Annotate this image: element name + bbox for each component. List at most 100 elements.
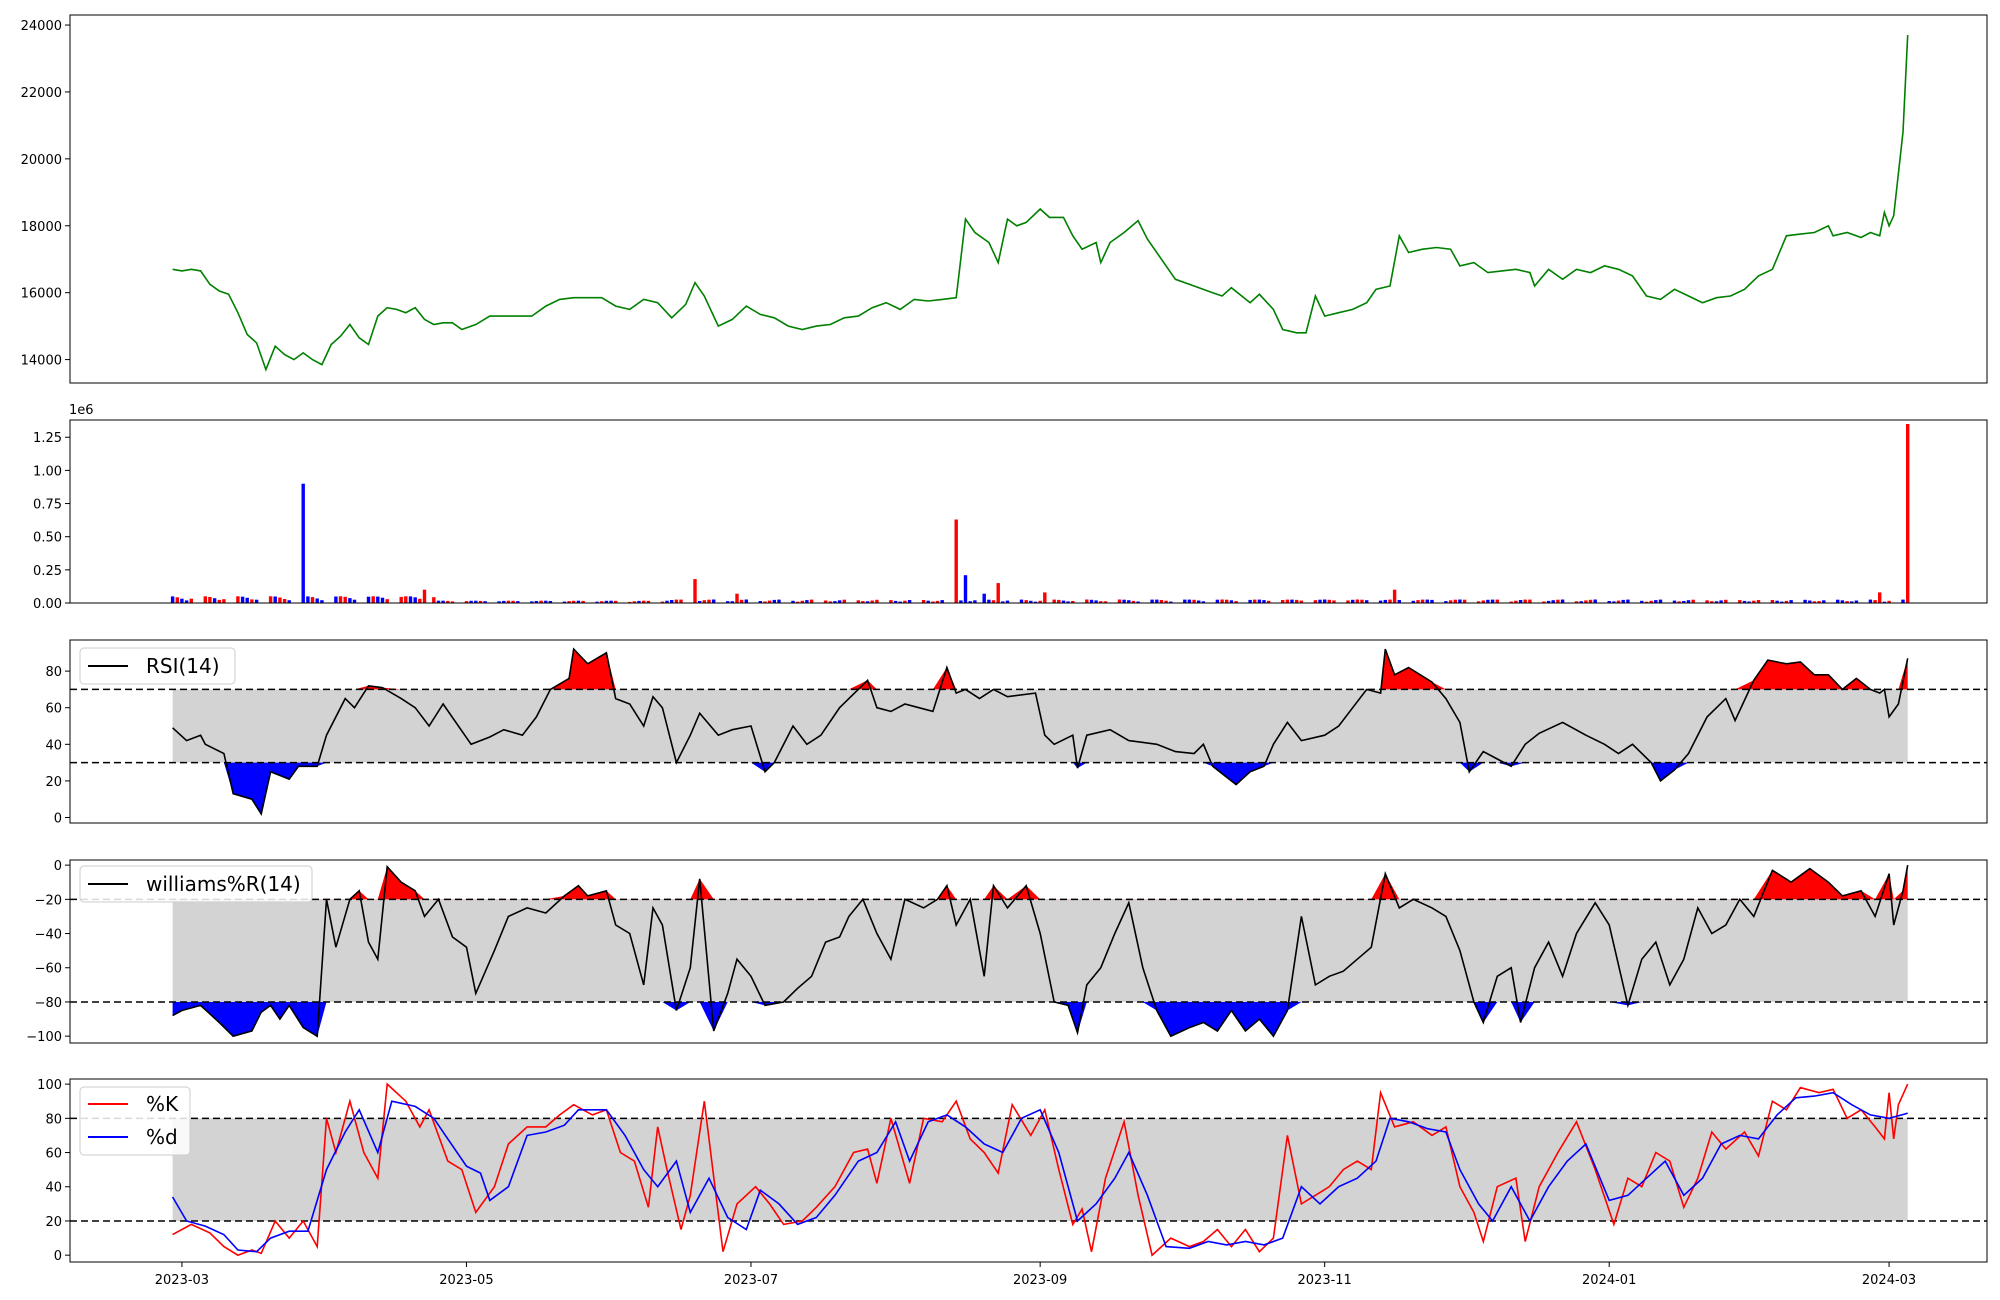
volume-bar — [1253, 599, 1257, 603]
volume-bar — [1066, 601, 1070, 603]
volume-bar — [1262, 600, 1266, 603]
volume-bar — [222, 599, 226, 603]
volume-bar — [483, 601, 487, 603]
volume-bar — [1448, 600, 1453, 603]
volume-bar — [767, 600, 772, 603]
volume-bar — [1882, 601, 1887, 603]
volume-bar — [1085, 599, 1089, 603]
volume-bar — [1747, 601, 1751, 603]
volume-bar — [1127, 600, 1131, 603]
volume-bar — [301, 483, 305, 603]
volume-bar — [739, 599, 744, 603]
williams-legend-label: williams%R(14) — [146, 872, 301, 896]
x-tick-label: 2024-01 — [1582, 1273, 1636, 1288]
volume-bar — [870, 600, 874, 603]
y-tick-label: 1.00 — [33, 464, 62, 479]
volume-bar — [1215, 599, 1220, 603]
volume-bar — [334, 596, 338, 603]
volume-bar — [413, 597, 417, 603]
rsi-legend-label: RSI(14) — [146, 654, 220, 678]
volume-bar — [212, 598, 217, 603]
volume-bar — [791, 600, 795, 603]
volume-bar — [698, 601, 702, 603]
volume-bar — [1752, 600, 1756, 603]
volume-bar — [1061, 600, 1066, 603]
y-tick-label: 0.25 — [33, 564, 62, 579]
volume-bar — [1845, 601, 1849, 603]
volume-bar — [1551, 600, 1555, 603]
volume-bar — [1803, 599, 1807, 603]
volume-bar — [959, 600, 963, 603]
volume-bar — [973, 600, 977, 603]
volume-bar — [1462, 599, 1467, 603]
volume-offset-label: 1e6 — [69, 403, 94, 418]
volume-bar — [315, 598, 319, 603]
rsi-panel: RSI(14) 0 20 40 60 80 — [45, 639, 1988, 827]
volume-bar — [898, 601, 902, 603]
volume-bar — [371, 596, 375, 603]
volume-bar — [1756, 600, 1761, 603]
volume-bar — [632, 601, 637, 603]
volume-bar — [1164, 600, 1168, 603]
volume-bar — [464, 601, 469, 603]
volume-bar — [1122, 599, 1126, 603]
stochastic-legend-label-d: %d — [146, 1125, 178, 1149]
williams-legend: williams%R(14) — [79, 865, 313, 903]
volume-bar — [1024, 600, 1028, 603]
volume-bar — [1365, 600, 1369, 603]
volume-bar — [1155, 599, 1159, 603]
volume-bar — [502, 600, 506, 603]
neutral-band-fill — [172, 1118, 1908, 1221]
y-tick-label: 0.00 — [33, 597, 62, 612]
y-tick-label: 60 — [45, 702, 62, 717]
volume-bar — [240, 596, 245, 603]
volume-bar — [772, 599, 776, 603]
volume-bar — [795, 601, 800, 603]
volume-bar — [1621, 599, 1625, 603]
volume-bar — [1705, 600, 1709, 603]
volume-bar — [170, 596, 175, 603]
volume-bar — [1299, 600, 1304, 603]
volume-bar — [1528, 599, 1532, 603]
volume-bar — [1313, 600, 1318, 603]
y-tick-label: −100 — [26, 1030, 62, 1045]
volume-bar — [1682, 601, 1686, 603]
volume-bar — [642, 600, 646, 603]
volume-bar — [320, 600, 324, 603]
volume-bar — [1453, 599, 1457, 603]
volume-bar — [408, 596, 413, 603]
shared-date-axis: 2023-03 2023-05 2023-07 2023-09 2023-11 2024-… — [155, 1262, 1916, 1288]
volume-bar — [539, 600, 543, 603]
volume-bar — [506, 600, 511, 603]
volume-bar — [1183, 599, 1187, 603]
volume-bar — [1616, 600, 1621, 603]
volume-bar — [963, 575, 968, 603]
volume-bar — [1281, 600, 1285, 603]
volume-bar — [1775, 600, 1779, 603]
volume-bar — [1360, 599, 1364, 603]
volume-bar — [576, 600, 581, 603]
volume-bar — [418, 598, 422, 603]
y-tick-label: 60 — [45, 1147, 62, 1162]
volume-bar — [1285, 599, 1290, 603]
volume-bar — [446, 600, 450, 603]
volume-bar — [1099, 601, 1103, 603]
volume-bar — [1854, 600, 1859, 603]
volume-bar — [1868, 599, 1873, 603]
volume-bar — [1584, 600, 1588, 603]
volume-bar — [842, 599, 846, 603]
volume-bar — [1780, 601, 1784, 603]
volume-bar — [1229, 600, 1234, 603]
volume-bar — [1052, 599, 1056, 603]
volume-bar — [893, 600, 898, 603]
volume-bar — [245, 597, 249, 603]
volume-bar — [1103, 601, 1108, 603]
volume-bar — [1476, 601, 1481, 603]
volume-bar — [940, 600, 944, 603]
volume-bar — [1789, 600, 1793, 603]
volume-bar — [1495, 599, 1499, 603]
volume-bar — [1626, 599, 1630, 603]
volume-bar — [702, 600, 706, 603]
y-tick-label: 20 — [45, 1215, 62, 1230]
